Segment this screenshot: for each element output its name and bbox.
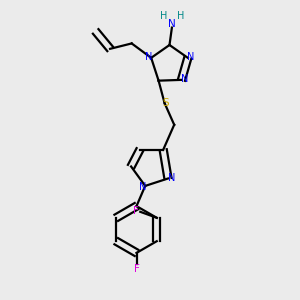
Text: N: N — [145, 52, 152, 62]
Text: N: N — [168, 173, 175, 183]
Text: H: H — [177, 11, 184, 21]
Text: N: N — [168, 19, 176, 29]
Text: N: N — [181, 74, 188, 84]
Text: F: F — [134, 264, 140, 274]
Text: N: N — [187, 52, 194, 61]
Text: N: N — [139, 182, 146, 192]
Text: H: H — [160, 11, 167, 21]
Text: F: F — [133, 206, 139, 216]
Text: S: S — [162, 98, 169, 109]
